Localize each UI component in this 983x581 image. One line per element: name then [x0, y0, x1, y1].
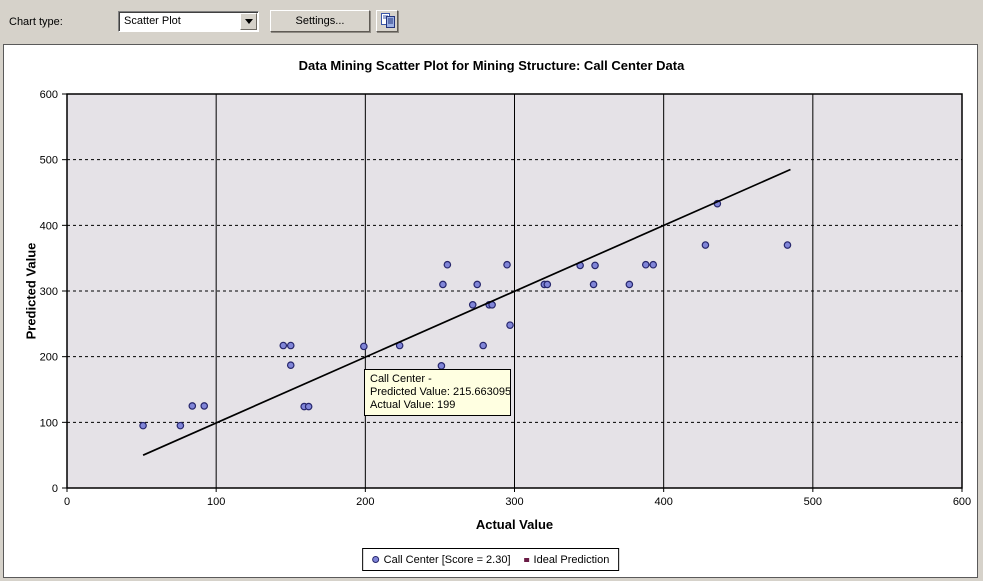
x-tick-label: 300 — [505, 496, 523, 508]
y-tick-label: 0 — [52, 483, 58, 495]
scatter-point[interactable] — [479, 341, 487, 350]
scatter-point[interactable] — [641, 260, 650, 269]
chevron-down-icon — [244, 19, 253, 24]
scatter-plot: 0 100 200 300 400 500 600 0 100 200 300 400 500 600 — [40, 89, 972, 508]
tooltip-series-line: Call Center - — [370, 373, 432, 385]
scatter-point[interactable] — [591, 261, 599, 270]
scatter-point[interactable] — [701, 241, 710, 249]
x-tick-label: 500 — [804, 496, 822, 508]
chart-title: Data Mining Scatter Plot for Mining Stru… — [298, 58, 685, 73]
y-tick-label: 600 — [40, 89, 58, 101]
legend: Call Center [Score = 2.30] Ideal Predict… — [361, 548, 620, 571]
y-tick-label: 200 — [40, 352, 58, 364]
dropdown-arrow-button[interactable] — [240, 13, 257, 30]
x-tick-label: 200 — [356, 496, 374, 508]
scatter-point[interactable] — [286, 361, 295, 370]
scatter-point[interactable] — [188, 402, 197, 410]
x-axis-label: Actual Value — [475, 517, 554, 532]
copy-button[interactable] — [376, 10, 398, 32]
scatter-point[interactable] — [649, 260, 658, 269]
copy-icon — [381, 13, 395, 28]
y-tick-label: 300 — [40, 286, 58, 298]
scatter-point[interactable] — [503, 260, 511, 269]
tooltip: Call Center - Predicted Value: 215.66309… — [364, 369, 511, 416]
scatter-point[interactable] — [783, 241, 792, 249]
toolbar: Chart type: Scatter Plot Settings... — [0, 0, 983, 44]
x-tick-label: 0 — [64, 496, 70, 508]
scatter-point[interactable] — [589, 280, 598, 289]
scatter-point[interactable] — [473, 280, 482, 289]
chart-type-value: Scatter Plot — [124, 15, 181, 27]
line-series-marker-icon — [524, 557, 530, 562]
settings-button[interactable]: Settings... — [270, 10, 370, 32]
scatter-point[interactable] — [543, 280, 552, 289]
scatter-point[interactable] — [439, 280, 447, 289]
legend-label-ideal-prediction: Ideal Prediction — [533, 553, 610, 566]
tooltip-predicted-line: Predicted Value: 215.663095 — [370, 386, 512, 398]
scatter-point[interactable] — [304, 402, 313, 411]
scatter-point[interactable] — [625, 280, 634, 289]
x-tick-label: 100 — [207, 496, 225, 508]
x-tick-label: 400 — [654, 496, 672, 508]
scatter-point[interactable] — [139, 421, 147, 430]
scatter-point[interactable] — [176, 421, 185, 430]
scatter-point[interactable] — [443, 260, 452, 269]
y-tick-label: 400 — [40, 220, 58, 232]
chart-type-label: Chart type: — [9, 16, 63, 28]
x-tick-label: 600 — [953, 496, 971, 508]
scatter-point[interactable] — [468, 300, 477, 309]
chart-type-dropdown[interactable]: Scatter Plot — [118, 11, 259, 32]
chart-panel: Data Mining Scatter Plot for Mining Stru… — [3, 44, 978, 578]
y-tick-label: 500 — [40, 155, 58, 167]
y-tick-label: 100 — [40, 417, 58, 429]
legend-label-call-center: Call Center [Score = 2.30] — [383, 553, 511, 566]
scatter-series-marker-icon — [371, 556, 379, 563]
scatter-point[interactable] — [506, 321, 514, 329]
scatter-point[interactable] — [360, 342, 368, 351]
ideal-prediction-line — [142, 168, 791, 456]
scatter-point[interactable] — [279, 341, 288, 350]
scatter-point[interactable] — [286, 341, 295, 350]
scatter-point[interactable] — [200, 402, 209, 410]
tooltip-actual-line: Actual Value: 199 — [370, 399, 456, 411]
